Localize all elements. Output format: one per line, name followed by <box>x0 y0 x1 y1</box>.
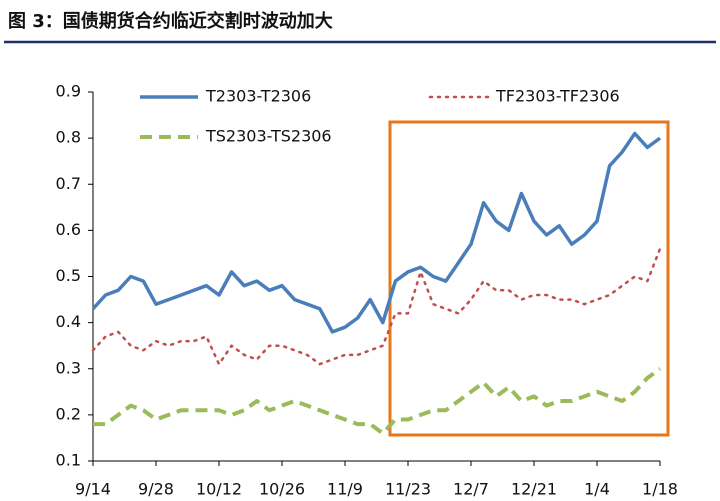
x-tick-label: 12/7 <box>453 480 489 499</box>
y-tick-label: 0.6 <box>56 220 81 239</box>
y-tick-label: 0.8 <box>56 128 81 147</box>
y-tick-label: 0.9 <box>56 82 81 101</box>
x-tick-label: 10/26 <box>259 480 305 499</box>
x-tick-label: 11/9 <box>327 480 363 499</box>
y-tick-label: 0.5 <box>56 266 81 285</box>
highlight-box <box>388 120 670 437</box>
y-tick-label: 0.3 <box>56 358 81 377</box>
x-tick-label: 1/4 <box>584 480 610 499</box>
legend-label: TS2303-TS2306 <box>205 127 332 146</box>
series-line <box>91 247 662 366</box>
x-tick-label: 9/14 <box>75 480 111 499</box>
y-tick-label: 0.7 <box>56 174 81 193</box>
series-line <box>91 131 662 334</box>
legend-label: T2303-T2306 <box>205 87 311 106</box>
x-tick-label: 1/18 <box>642 480 678 499</box>
x-tick-label: 12/21 <box>511 480 557 499</box>
series-line <box>93 367 662 436</box>
y-tick-label: 0.2 <box>56 404 81 423</box>
chart-title: 图 3：国债期货合约临近交割时波动加大 <box>8 10 333 32</box>
legend-label: TF2303-TF2306 <box>495 87 620 106</box>
x-tick-label: 10/12 <box>196 480 242 499</box>
x-tick-label: 9/28 <box>138 480 174 499</box>
y-tick-label: 0.4 <box>56 312 81 331</box>
y-tick-label: 0.1 <box>56 451 81 470</box>
x-tick-label: 11/23 <box>385 480 431 499</box>
